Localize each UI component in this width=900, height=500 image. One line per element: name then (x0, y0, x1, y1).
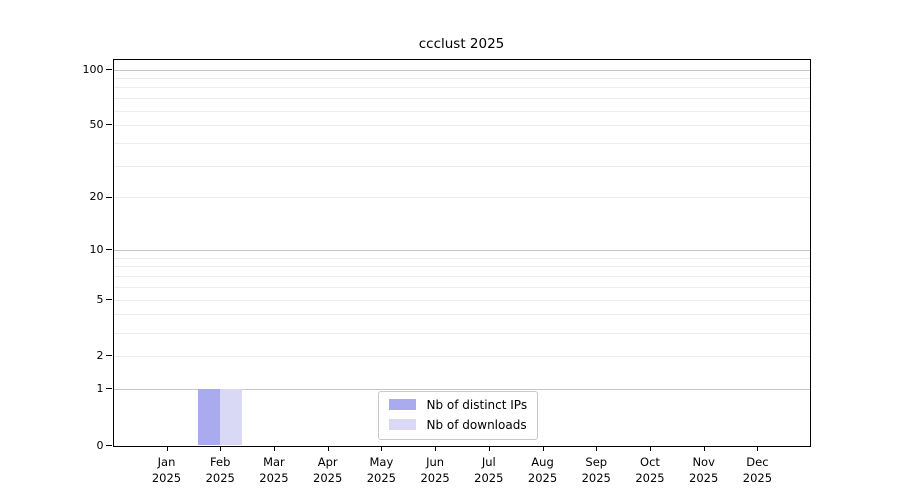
y-tick-label: 1 (96, 382, 104, 396)
plot-area: 0 1 2 5 10 20 50 100 Jan 2025 Feb 2025 Mar 2025 Apr… (83, 58, 811, 485)
legend-label-distinct-ips: Nb of distinct IPs (426, 397, 528, 412)
x-tick-label: Oct 2025 (635, 454, 665, 485)
gridline-minor (113, 197, 810, 199)
x-tick-label: Nov 2025 (689, 454, 719, 485)
gridline-minor (113, 87, 810, 89)
x-axis-tick (757, 445, 759, 451)
x-tick-label: Mar 2025 (259, 454, 289, 485)
x-axis-tick (166, 445, 168, 451)
bars-layer (114, 60, 810, 446)
y-tick-label: 2 (96, 348, 104, 362)
gridline-minor (113, 266, 810, 268)
x-axis-tick (596, 445, 598, 451)
legend-swatch-distinct-ips-icon (388, 399, 416, 410)
y-tick-label: 100 (82, 62, 104, 76)
legend-item-downloads: Nb of downloads (388, 417, 528, 432)
x-axis-tick (649, 445, 651, 451)
gridline-minor (113, 142, 810, 144)
x-tick-label: Feb 2025 (205, 454, 235, 485)
y-axis-tick (105, 298, 112, 300)
y-axis-tick (105, 124, 112, 126)
gridline-major (113, 389, 810, 391)
legend-label-downloads: Nb of downloads (426, 417, 527, 432)
y-axis-tick (105, 355, 112, 357)
x-axis-tick (327, 445, 329, 451)
legend-item-distinct-ips: Nb of distinct IPs (388, 397, 528, 412)
gridline-minor (113, 299, 810, 301)
y-tick-label: 0 (96, 438, 104, 452)
gridline-major (113, 69, 810, 71)
y-axis-tick (105, 388, 112, 390)
legend: Nb of distinct IPs Nb of downloads (377, 390, 539, 440)
x-axis-tick (542, 445, 544, 451)
chart-title: ccclust 2025 (418, 36, 505, 52)
y-axis-tick (105, 249, 112, 251)
gridline-minor (113, 355, 810, 357)
gridlines-layer (113, 60, 810, 446)
y-tick-label: 20 (89, 190, 104, 204)
bar-downloads-feb (220, 389, 243, 446)
y-tick-label: 5 (96, 292, 104, 306)
x-tick-label: Apr 2025 (313, 454, 343, 485)
x-tick-label: Jun 2025 (420, 454, 450, 485)
x-axis-tick (273, 445, 275, 451)
x-axis-tick (381, 445, 383, 451)
gridline-minor (113, 257, 810, 259)
gridline-minor (113, 314, 810, 316)
x-tick-label: Sep 2025 (581, 454, 611, 485)
bar-distinct-ips-feb (198, 389, 221, 446)
gridline-minor (113, 276, 810, 278)
x-axis-tick (703, 445, 705, 451)
x-tick-label: May 2025 (366, 454, 397, 485)
y-tick-label: 10 (89, 243, 104, 257)
gridline-major (113, 250, 810, 252)
gridline-minor (113, 165, 810, 167)
x-tick-label: Aug 2025 (527, 454, 558, 485)
gridline-minor (113, 110, 810, 112)
y-axis-tick (105, 196, 112, 198)
gridline-minor (113, 332, 810, 334)
gridline-minor (113, 98, 810, 100)
gridline-minor (113, 77, 810, 79)
x-tick-label: Dec 2025 (742, 454, 773, 485)
gridline-minor (113, 125, 810, 127)
y-axis-tick (105, 68, 112, 70)
x-tick-label: Jul 2025 (474, 454, 504, 485)
gridline-minor (113, 286, 810, 288)
axes-layer: 0 1 2 5 10 20 50 100 Jan 2025 Feb 2025 Mar 2025 Apr… (83, 60, 810, 485)
y-axis-tick (105, 444, 112, 446)
x-axis-tick (488, 445, 490, 451)
x-axis-tick (435, 445, 437, 451)
x-axis-tick (220, 445, 222, 451)
y-tick-label: 50 (89, 118, 104, 132)
x-tick-label: Jan 2025 (151, 454, 182, 485)
legend-swatch-downloads-icon (388, 419, 416, 430)
